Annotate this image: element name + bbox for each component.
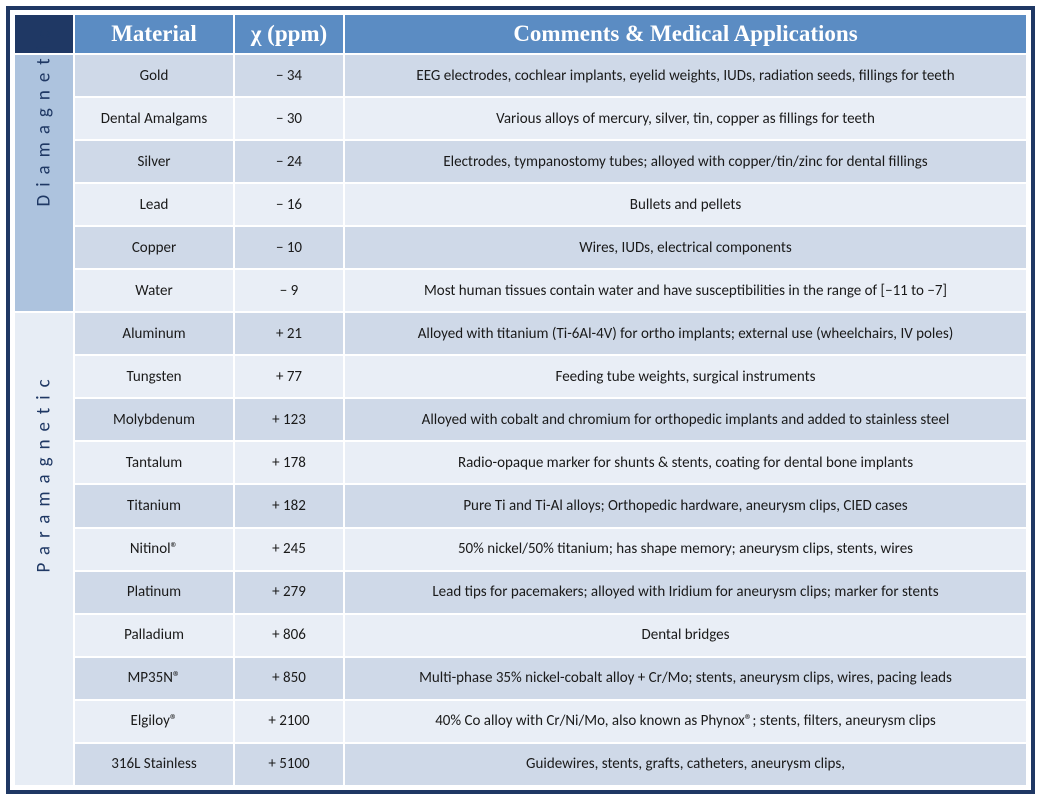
header-chi: χ (ppm)	[234, 14, 344, 54]
comment-cell: EEG electrodes, cochlear implants, eyeli…	[344, 54, 1027, 97]
comment-cell: Alloyed with cobalt and chromium for ort…	[344, 398, 1027, 441]
material-cell: Elgiloy®	[74, 700, 234, 743]
comment-cell: Multi-phase 35% nickel-cobalt alloy + Cr…	[344, 657, 1027, 700]
chi-cell: − 30	[234, 97, 344, 140]
material-cell: Nitinol®	[74, 528, 234, 571]
table-row: Silver− 24Electrodes, tympanostomy tubes…	[14, 140, 1027, 183]
material-cell: Dental Amalgams	[74, 97, 234, 140]
chi-cell: + 5100	[234, 743, 344, 786]
comment-cell: Alloyed with titanium (Ti-6Al-4V) for or…	[344, 312, 1027, 355]
comment-cell: Feeding tube weights, surgical instrumen…	[344, 355, 1027, 398]
comment-cell: Various alloys of mercury, silver, tin, …	[344, 97, 1027, 140]
table-row: Molybdenum+ 123Alloyed with cobalt and c…	[14, 398, 1027, 441]
material-cell: Gold	[74, 54, 234, 97]
material-cell: Silver	[74, 140, 234, 183]
table-row: Palladium+ 806Dental bridges	[14, 614, 1027, 657]
table-row: Titanium+ 182Pure Ti and Ti-Al alloys; O…	[14, 484, 1027, 527]
material-cell: Aluminum	[74, 312, 234, 355]
table-row: Tantalum+ 178Radio-opaque marker for shu…	[14, 441, 1027, 484]
susceptibility-table: Material χ (ppm) Comments & Medical Appl…	[13, 13, 1028, 787]
group-label: Diamagnetic	[14, 54, 74, 312]
comment-cell: 50% nickel/50% titanium; has shape memor…	[344, 528, 1027, 571]
chi-cell: + 2100	[234, 700, 344, 743]
material-cell: Molybdenum	[74, 398, 234, 441]
chi-cell: + 178	[234, 441, 344, 484]
chi-cell: + 21	[234, 312, 344, 355]
material-cell: MP35N®	[74, 657, 234, 700]
comment-cell: Dental bridges	[344, 614, 1027, 657]
chi-cell: − 10	[234, 226, 344, 269]
comment-cell: Bullets and pellets	[344, 183, 1027, 226]
material-cell: Titanium	[74, 484, 234, 527]
group-label-text: Diamagnetic	[33, 160, 56, 206]
table-row: 316L Stainless+ 5100Guidewires, stents, …	[14, 743, 1027, 786]
comment-cell: Wires, IUDs, electrical components	[344, 226, 1027, 269]
chi-cell: + 245	[234, 528, 344, 571]
table-row: Water− 9Most human tissues contain water…	[14, 269, 1027, 312]
material-cell: Tantalum	[74, 441, 234, 484]
material-cell: Platinum	[74, 571, 234, 614]
material-cell: Copper	[74, 226, 234, 269]
comment-cell: Guidewires, stents, grafts, catheters, a…	[344, 743, 1027, 786]
group-label-text: Paramagnetic	[33, 526, 56, 572]
table-row: DiamagneticGold− 34EEG electrodes, cochl…	[14, 54, 1027, 97]
material-cell: Lead	[74, 183, 234, 226]
chi-cell: − 9	[234, 269, 344, 312]
table-row: Platinum+ 279Lead tips for pacemakers; a…	[14, 571, 1027, 614]
comment-cell: 40% Co alloy with Cr/Ni/Mo, also known a…	[344, 700, 1027, 743]
table-row: Tungsten+ 77Feeding tube weights, surgic…	[14, 355, 1027, 398]
table-frame: Material χ (ppm) Comments & Medical Appl…	[6, 6, 1035, 794]
table-row: Dental Amalgams− 30Various alloys of mer…	[14, 97, 1027, 140]
table-row: Elgiloy®+ 210040% Co alloy with Cr/Ni/Mo…	[14, 700, 1027, 743]
table-row: Lead− 16Bullets and pellets	[14, 183, 1027, 226]
header-comments: Comments & Medical Applications	[344, 14, 1027, 54]
table-row: ParamagneticAluminum+ 21Alloyed with tit…	[14, 312, 1027, 355]
table-row: Copper− 10Wires, IUDs, electrical compon…	[14, 226, 1027, 269]
chi-cell: − 24	[234, 140, 344, 183]
table-body: Diamagnetic Gold− 34EEG electrodes, cochl…	[14, 54, 1027, 786]
chi-cell: + 77	[234, 355, 344, 398]
comment-cell: Electrodes, tympanostomy tubes; alloyed …	[344, 140, 1027, 183]
chi-cell: + 182	[234, 484, 344, 527]
table-row: MP35N®+ 850Multi-phase 35% nickel-cobalt…	[14, 657, 1027, 700]
group-label: Paramagnetic	[14, 312, 74, 786]
material-cell: Palladium	[74, 614, 234, 657]
header-row: Material χ (ppm) Comments & Medical Appl…	[14, 14, 1027, 54]
comment-cell: Pure Ti and Ti-Al alloys; Orthopedic har…	[344, 484, 1027, 527]
chi-cell: − 34	[234, 54, 344, 97]
comment-cell: Lead tips for pacemakers; alloyed with I…	[344, 571, 1027, 614]
chi-cell: + 123	[234, 398, 344, 441]
comment-cell: Radio-opaque marker for shunts & stents,…	[344, 441, 1027, 484]
header-material: Material	[74, 14, 234, 54]
chi-cell: + 806	[234, 614, 344, 657]
material-cell: Water	[74, 269, 234, 312]
comment-cell: Most human tissues contain water and hav…	[344, 269, 1027, 312]
table-row: Nitinol®+ 24550% nickel/50% titanium; ha…	[14, 528, 1027, 571]
chi-cell: − 16	[234, 183, 344, 226]
chi-cell: + 279	[234, 571, 344, 614]
material-cell: 316L Stainless	[74, 743, 234, 786]
chi-cell: + 850	[234, 657, 344, 700]
material-cell: Tungsten	[74, 355, 234, 398]
